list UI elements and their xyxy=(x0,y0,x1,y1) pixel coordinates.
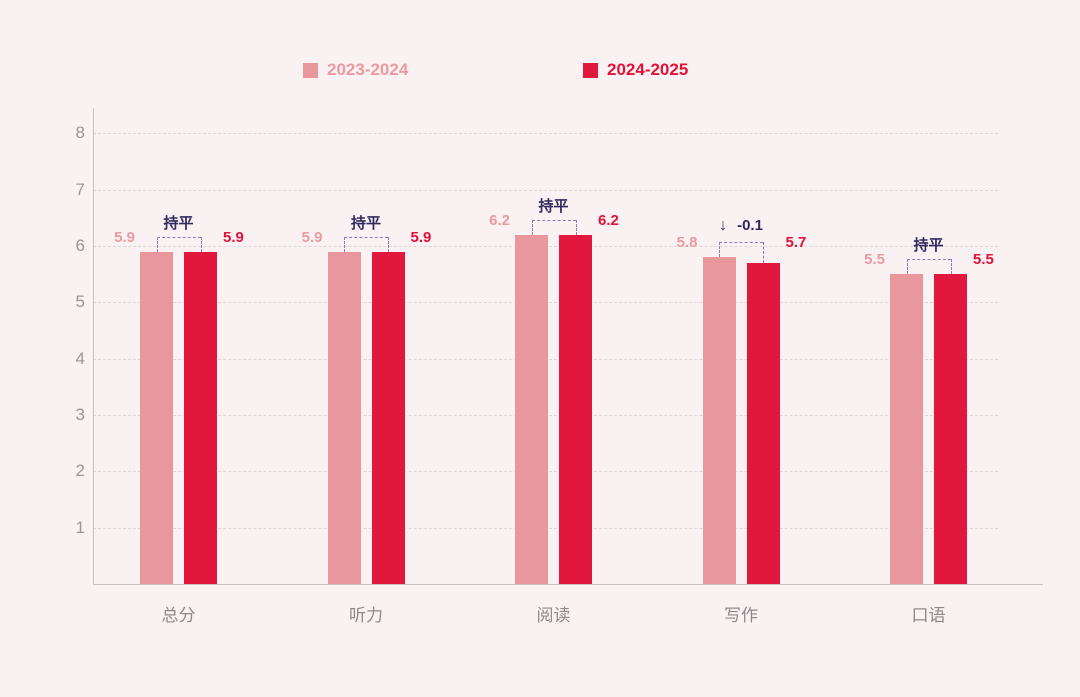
bracket-tick-left xyxy=(344,236,345,252)
bar-2023-2024-写作 xyxy=(702,257,736,584)
y-axis-tick-label: 2 xyxy=(75,461,85,481)
value-label-series2: 6.2 xyxy=(598,211,619,229)
change-annotation: ↓ -0.1 xyxy=(719,217,763,235)
gridline-y8 xyxy=(93,133,998,135)
y-axis-tick-label: 4 xyxy=(75,348,85,368)
legend-item-2023-2024: 2023-2024 xyxy=(303,61,408,79)
value-label-series2: 5.7 xyxy=(785,234,807,252)
chart-legend: 2023-2024 2024-2025 xyxy=(0,61,1080,83)
y-axis-tick-label: 1 xyxy=(75,517,85,537)
annotation-text: 持平 xyxy=(913,237,944,255)
x-axis-category-label: 总分 xyxy=(161,606,196,625)
bar-2024-2025-总分 xyxy=(184,251,217,584)
annotation-text: 持平 xyxy=(163,214,194,232)
bar-2024-2025-口语 xyxy=(934,274,967,584)
bar-2023-2024-总分 xyxy=(140,251,173,584)
y-axis-tick-label: 5 xyxy=(75,292,85,312)
gridline-y7 xyxy=(93,189,998,191)
comparison-bracket xyxy=(906,259,951,261)
x-axis-category-label: 写作 xyxy=(724,606,758,625)
comparison-bracket xyxy=(719,242,763,244)
y-axis-tick-label: 7 xyxy=(75,179,85,199)
y-axis-line xyxy=(93,108,94,584)
value-label-series2: 5.9 xyxy=(410,228,432,246)
comparison-bracket xyxy=(156,236,201,238)
bar-2023-2024-阅读 xyxy=(515,234,548,584)
bracket-tick-right xyxy=(200,236,202,252)
legend-label: 2023-2024 xyxy=(327,60,409,79)
change-annotation: 持平 xyxy=(538,195,568,216)
bracket-tick-left xyxy=(906,259,908,275)
change-annotation: 持平 xyxy=(351,212,381,233)
annotation-text: -0.1 xyxy=(737,217,763,235)
legend-swatch-icon xyxy=(583,62,598,78)
bracket-tick-right xyxy=(950,259,952,275)
x-axis-line xyxy=(93,584,1043,585)
bar-2024-2025-写作 xyxy=(746,262,780,584)
change-annotation: 持平 xyxy=(163,212,193,233)
value-label-series1: 6.2 xyxy=(489,211,510,229)
legend-item-2024-2025: 2024-2025 xyxy=(583,61,688,79)
legend-label: 2024-2025 xyxy=(607,60,689,79)
legend-swatch-icon xyxy=(303,62,318,78)
bar-2023-2024-听力 xyxy=(327,251,361,584)
comparison-bracket xyxy=(344,236,388,238)
bracket-tick-left xyxy=(719,242,720,258)
annotation-text: 持平 xyxy=(538,197,569,215)
x-axis-category-label: 口语 xyxy=(911,606,946,625)
bracket-tick-left xyxy=(531,219,533,235)
x-axis-category-label: 听力 xyxy=(349,606,383,625)
value-label-series2: 5.5 xyxy=(973,251,994,269)
bracket-tick-left xyxy=(156,236,158,252)
bar-2024-2025-阅读 xyxy=(559,234,592,584)
annotation-text: 持平 xyxy=(350,214,382,232)
value-label-series1: 5.9 xyxy=(114,228,135,246)
comparison-bracket xyxy=(531,219,576,221)
down-arrow-icon: ↓ xyxy=(719,217,728,235)
x-axis-category-label: 阅读 xyxy=(536,606,571,625)
change-annotation: 持平 xyxy=(913,234,943,255)
bar-2024-2025-听力 xyxy=(371,251,405,584)
y-axis-tick-label: 3 xyxy=(75,405,85,424)
bracket-tick-right xyxy=(763,242,764,263)
bracket-tick-right xyxy=(575,219,577,235)
y-axis-tick-label: 6 xyxy=(75,236,85,256)
value-label-series1: 5.5 xyxy=(864,251,885,269)
value-label-series1: 5.9 xyxy=(301,228,323,246)
bracket-tick-right xyxy=(388,236,389,252)
value-label-series2: 5.9 xyxy=(223,228,244,246)
bar-2023-2024-口语 xyxy=(890,274,923,584)
y-axis-tick-label: 8 xyxy=(75,123,85,143)
value-label-series1: 5.8 xyxy=(676,234,698,252)
